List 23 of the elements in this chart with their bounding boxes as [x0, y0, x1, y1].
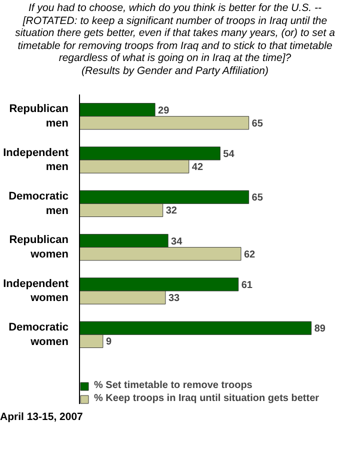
data-label: 54 — [223, 148, 235, 160]
text: April 13-15, 2007 — [0, 411, 83, 423]
data-label: 34 — [171, 236, 183, 248]
chart-title: If you had to choose, which do you think is better for the U.S. -- [ROTATED: to keep a significant number of troops in Iraq until the situation there gets better, even if that takes many years, (or) to set a timetable for removing troops from Iraq and to stick to that timetable regardless of what is going on in Iraq at the time]? — [14, 2, 336, 65]
data-label: 61 — [241, 280, 253, 291]
y-tick-label: Independent women — [3, 278, 69, 304]
data-label: 32 — [166, 206, 178, 217]
data-label: 65 — [252, 118, 264, 130]
y-tick-label: Republican men — [9, 103, 69, 130]
y-tick-label: Republican women — [9, 234, 69, 261]
chart-subtitle: (Results by Gender and Party Affiliation) — [80, 64, 270, 78]
data-label: 33 — [168, 293, 180, 304]
legend-label: % Set timetable to remove troops — [94, 380, 252, 391]
data-label: 42 — [192, 162, 204, 174]
data-label: 9 — [106, 336, 112, 348]
y-tick-label: Democratic men — [8, 190, 69, 217]
data-label: 29 — [158, 105, 170, 116]
y-tick-label: Democratic women — [8, 321, 69, 348]
data-label: 89 — [314, 324, 326, 335]
data-label: 65 — [252, 192, 264, 204]
y-tick-label: Independent men — [3, 146, 69, 174]
legend-label: % Keep troops in Iraq until situation gets better — [94, 393, 320, 404]
data-label: 62 — [244, 249, 256, 260]
